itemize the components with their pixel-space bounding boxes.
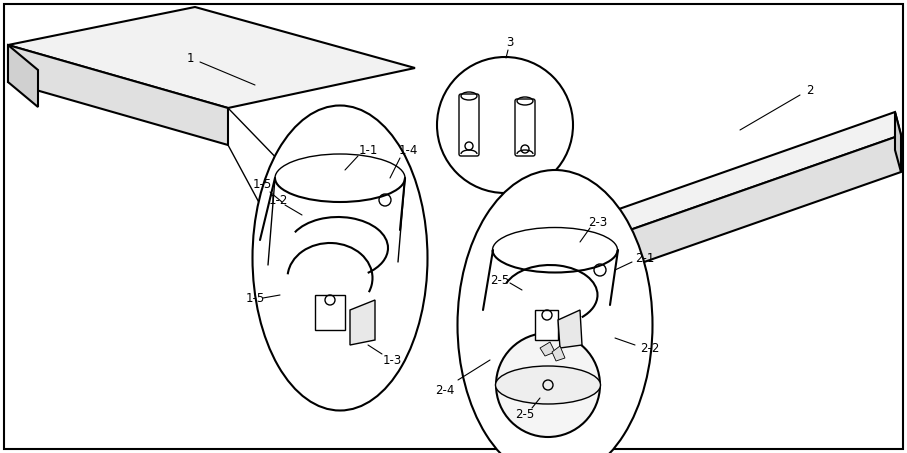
Text: 1: 1	[186, 52, 194, 64]
Text: 2-5: 2-5	[515, 409, 534, 421]
Polygon shape	[545, 112, 901, 258]
Polygon shape	[350, 300, 375, 345]
Text: 2-3: 2-3	[589, 216, 608, 228]
Polygon shape	[535, 310, 558, 340]
Text: 1-1: 1-1	[358, 144, 377, 156]
Ellipse shape	[457, 170, 652, 453]
Text: 2-1: 2-1	[635, 251, 655, 265]
Text: 2-5: 2-5	[491, 274, 510, 286]
Text: 1-3: 1-3	[383, 353, 402, 366]
Ellipse shape	[495, 366, 600, 404]
Polygon shape	[8, 7, 415, 108]
Polygon shape	[895, 112, 901, 172]
Circle shape	[437, 57, 573, 193]
Text: 1-5: 1-5	[246, 291, 265, 304]
Text: 2-4: 2-4	[435, 384, 454, 396]
Circle shape	[496, 333, 600, 437]
Text: 1-5: 1-5	[252, 178, 271, 192]
Text: 1-2: 1-2	[268, 193, 288, 207]
Text: 2: 2	[806, 83, 814, 96]
Ellipse shape	[252, 106, 427, 410]
Polygon shape	[8, 45, 38, 107]
Polygon shape	[552, 346, 565, 361]
Text: 1-4: 1-4	[398, 144, 418, 156]
Polygon shape	[550, 135, 901, 295]
Polygon shape	[558, 310, 582, 348]
Text: 3: 3	[506, 35, 513, 48]
Polygon shape	[540, 342, 555, 356]
Text: 2-2: 2-2	[640, 342, 659, 355]
Polygon shape	[315, 295, 345, 330]
Polygon shape	[8, 45, 228, 145]
